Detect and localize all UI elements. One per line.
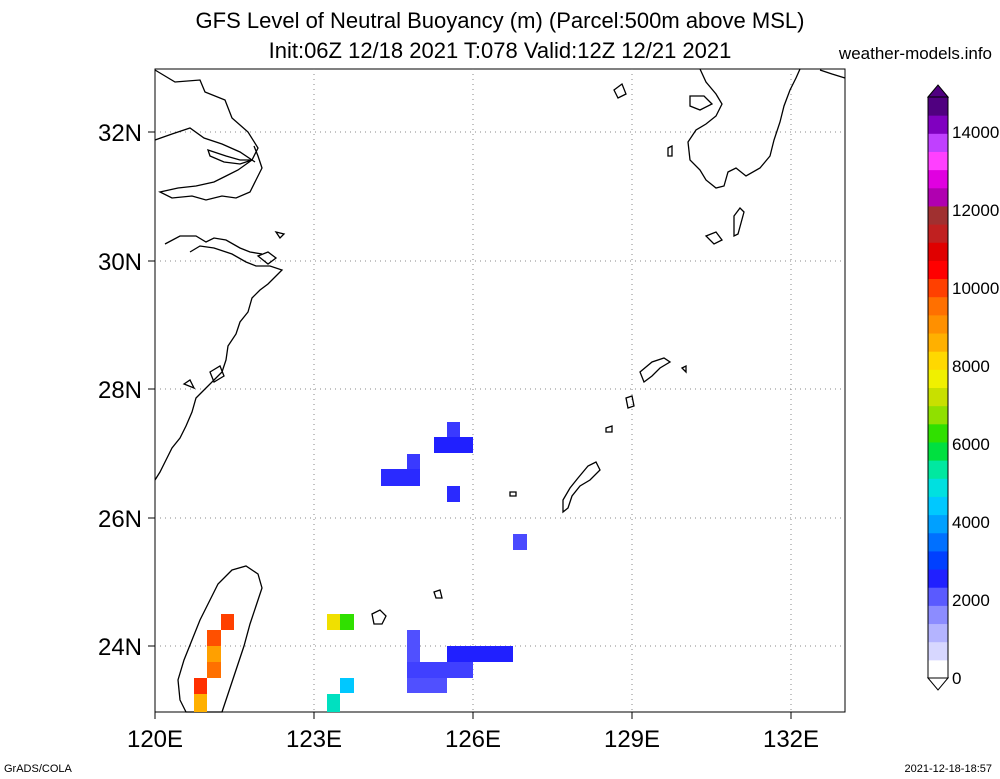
colorbar-segment [928,550,948,570]
colorbar: 0 2000 4000 6000 8000 10000 12000 14000 [926,84,999,691]
colorbar-segment [928,97,948,116]
colorbar-segment [928,496,948,516]
lon-label-132: 132E [763,726,819,753]
colorbar-segment [928,659,948,679]
colorbar-segment [928,133,948,152]
lat-label-24: 24N [98,634,142,661]
colorbar-segment [928,532,948,552]
lnb-shading [194,422,527,712]
lat-label-26: 26N [98,506,142,533]
colorbar-segments [928,97,948,679]
colorbar-segment [928,405,948,425]
site-label: weather-models.info [838,44,992,63]
colorbar-label-10000: 10000 [952,279,999,298]
colorbar-segment [928,460,948,479]
colorbar-segment [928,278,948,298]
colorbar-bottom-arrow [926,677,950,691]
lat-label-30: 30N [98,249,142,276]
colorbar-segment [928,187,948,207]
colorbar-segment [928,169,948,189]
lat-label-32: 32N [98,120,142,147]
colorbar-label-8000: 8000 [952,357,990,376]
coastlines [154,68,846,713]
colorbar-segment [928,423,948,443]
colorbar-top-arrow [926,84,950,98]
map-frame [154,68,846,713]
colorbar-segment [928,151,948,171]
colorbar-segment [928,296,948,316]
chart-subtitle: Init:06Z 12/18 2021 T:078 Valid:12Z 12/2… [268,38,732,63]
footer-credit: GrADS/COLA [4,763,72,775]
colorbar-segment [928,314,948,334]
colorbar-segment [928,205,948,225]
colorbar-segment [928,242,948,261]
colorbar-label-14000: 14000 [952,123,999,142]
colorbar-segment [928,514,948,534]
colorbar-segment [928,224,948,243]
colorbar-segment [928,260,948,280]
footer-timestamp: 2021-12-18-18:57 [904,763,992,775]
colorbar-segment [928,623,948,643]
colorbar-segment [928,333,948,352]
colorbar-segment [928,115,948,134]
colorbar-label-6000: 6000 [952,435,990,454]
colorbar-label-0: 0 [952,669,961,688]
colorbar-segment [928,369,948,388]
lon-label-123: 123E [286,726,342,753]
lon-label-120: 120E [127,726,183,753]
colorbar-segment [928,605,948,625]
colorbar-label-2000: 2000 [952,591,990,610]
colorbar-label-4000: 4000 [952,513,990,532]
lon-label-129: 129E [604,726,660,753]
chart-title: GFS Level of Neutral Buoyancy (m) (Parce… [195,8,805,33]
lon-label-126: 126E [445,726,501,753]
colorbar-segment [928,641,948,661]
colorbar-label-12000: 12000 [952,201,999,220]
colorbar-segment [928,351,948,370]
colorbar-frame [927,96,949,679]
map-grid [155,69,845,712]
lat-label-28: 28N [98,377,142,404]
colorbar-segment [928,387,948,407]
colorbar-segment [928,569,948,588]
colorbar-segment [928,587,948,606]
colorbar-segment [928,478,948,497]
colorbar-segment [928,441,948,461]
axis-ticks [148,131,792,719]
